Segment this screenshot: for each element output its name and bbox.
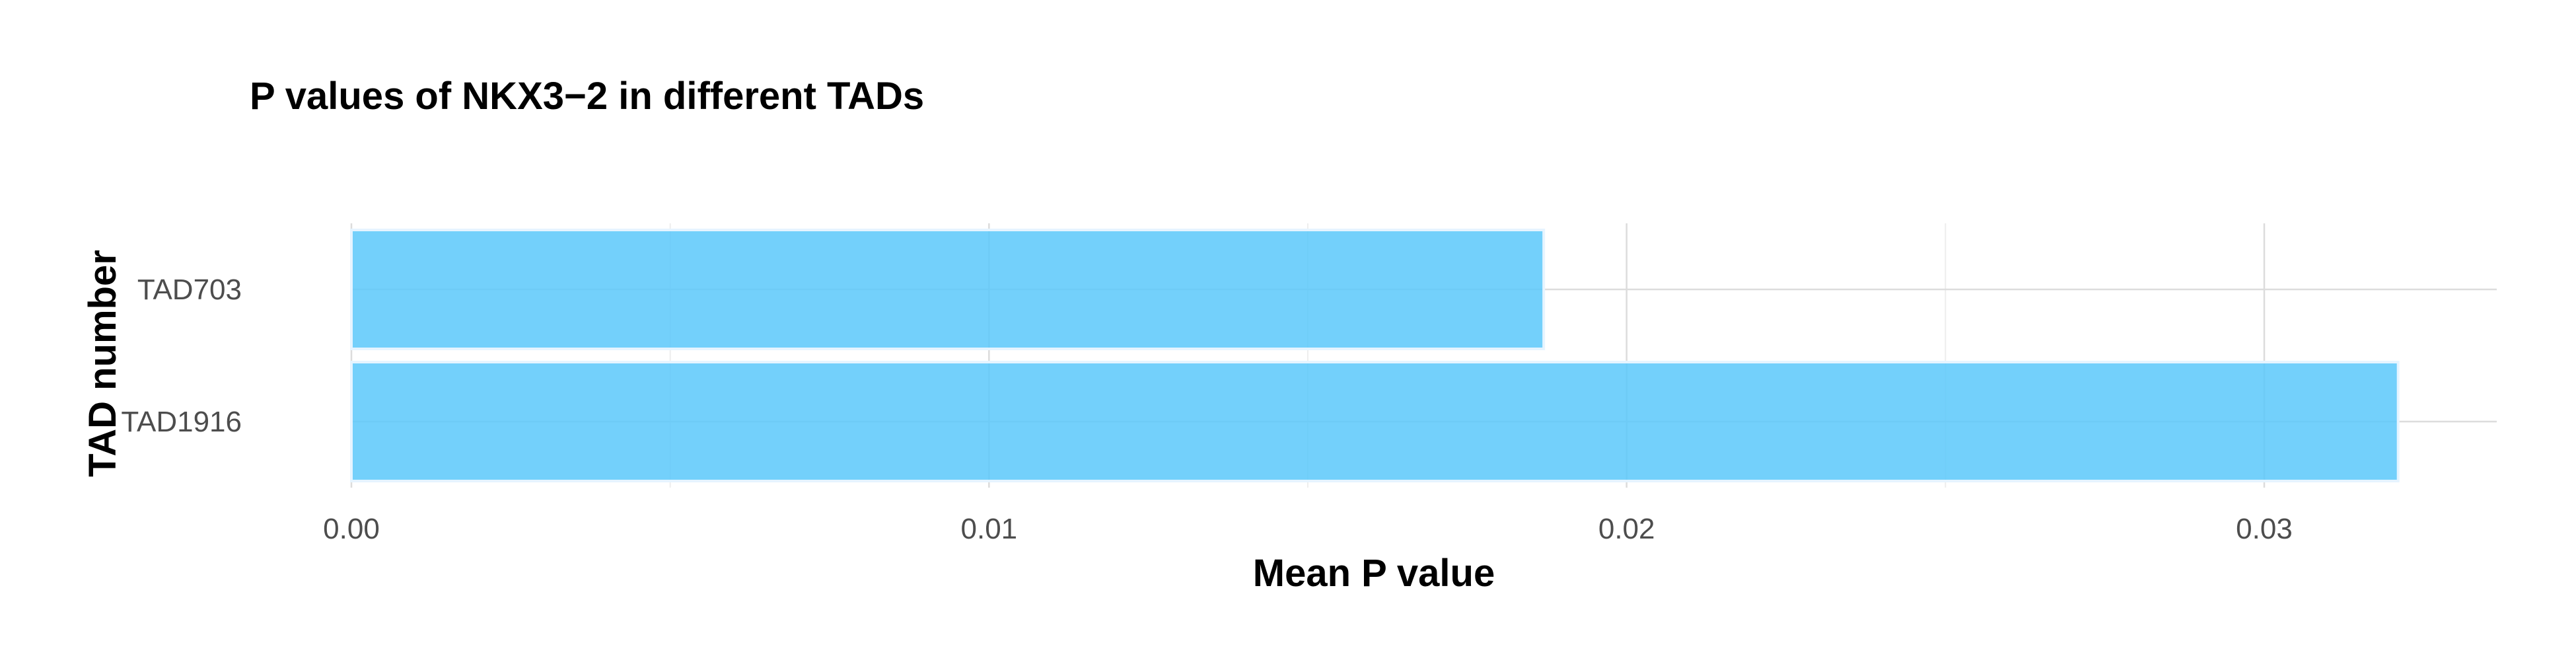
bars-layer <box>350 229 2400 482</box>
chart-title: P values of NKX3−2 in different TADs <box>250 75 924 118</box>
x-axis-title: Mean P value <box>1253 552 1495 595</box>
x-tick-label: 0.03 <box>2236 513 2293 545</box>
bar-tad1916 <box>350 361 2400 482</box>
x-axis-tick-labels: 0.00 0.01 0.02 0.03 <box>323 513 2293 545</box>
x-tick-label: 0.00 <box>323 513 380 545</box>
y-tick-label: TAD1916 <box>121 406 242 438</box>
x-tick-label: 0.02 <box>1598 513 1655 545</box>
x-tick-label: 0.01 <box>961 513 1018 545</box>
bar-tad703 <box>350 229 1546 350</box>
y-axis-tick-labels: TAD703 TAD1916 <box>121 274 242 438</box>
y-axis-title: TAD number <box>81 250 124 477</box>
y-tick-label: TAD703 <box>137 274 242 306</box>
